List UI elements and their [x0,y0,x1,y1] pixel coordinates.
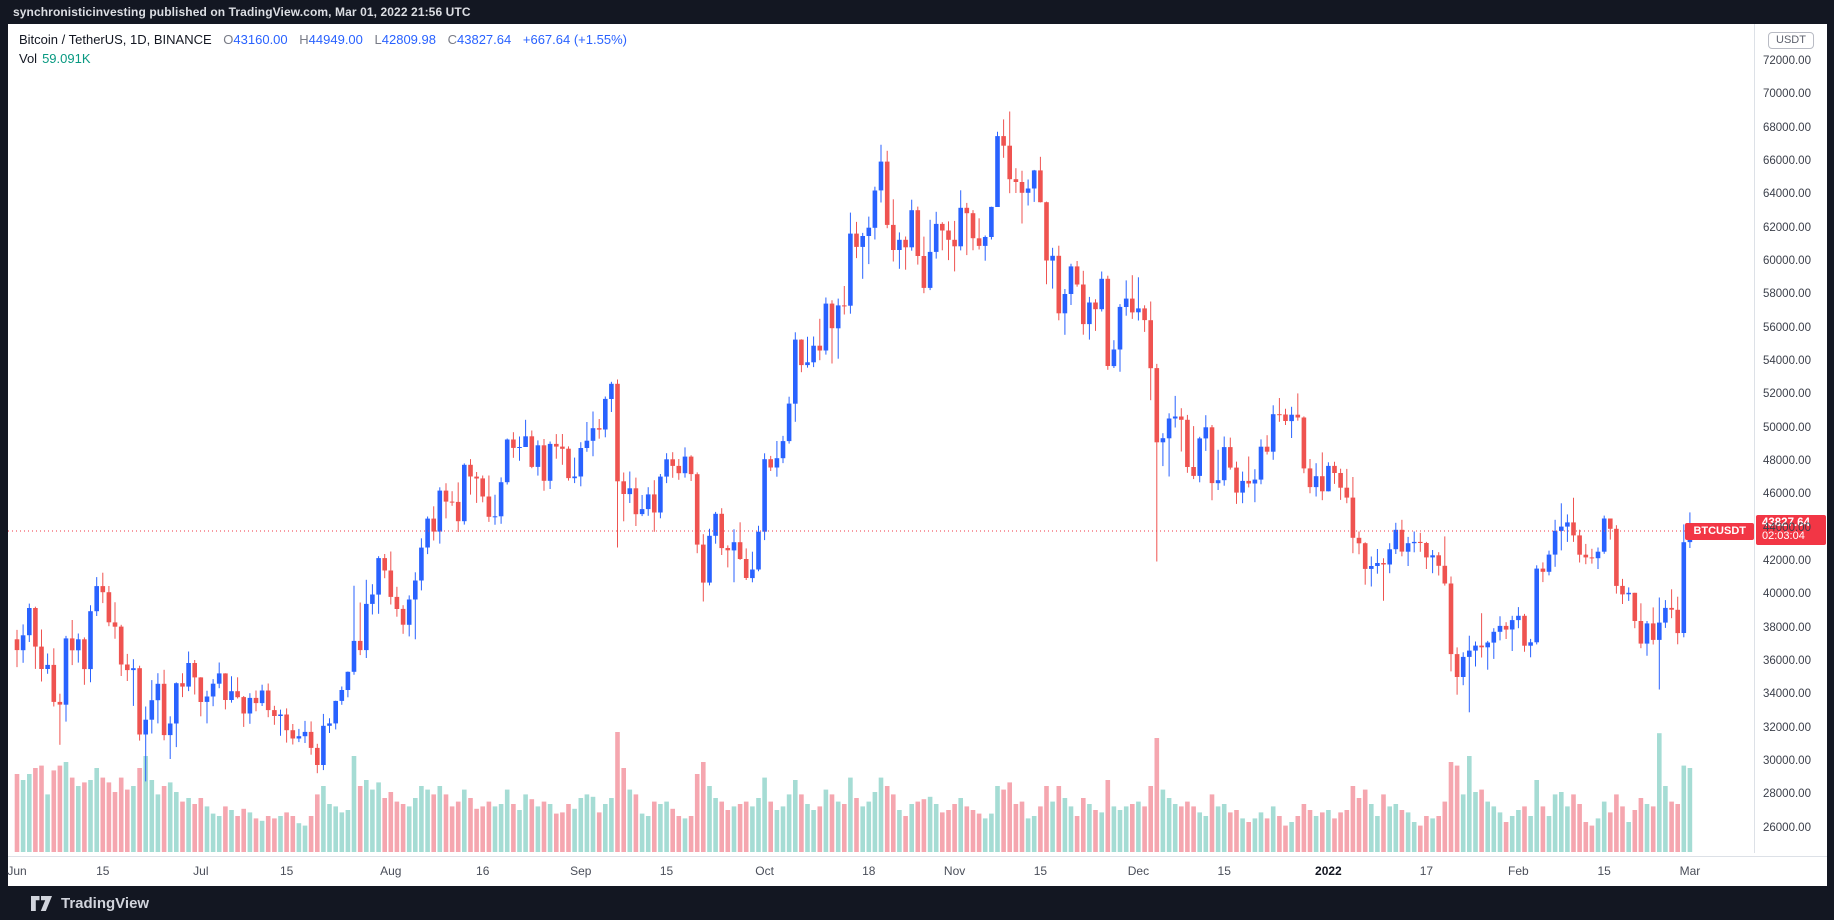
time-tick: 15 [1217,864,1231,878]
change-value: +667.64 (+1.55%) [522,32,627,47]
tradingview-logo-icon [31,895,52,911]
time-tick: 15 [96,864,110,878]
price-tick: 36000.00 [1763,655,1811,667]
price-tick: 60000.00 [1763,255,1811,267]
time-tick: 18 [862,864,876,878]
time-tick: Mar [1679,864,1701,878]
price-tick: 42000.00 [1763,555,1811,567]
price-tick: 56000.00 [1763,321,1811,334]
price-tick: 46000.00 [1763,488,1811,501]
time-axis[interactable]: Jun 15 Jul 15 Aug 16 Sep 15 Oct 18 Nov 15 Dec 15 2022 1… [7,856,1827,886]
chart-plot-area[interactable]: BTCUSDT [8,24,1755,854]
candles-layer [14,111,1693,782]
high-value: 44949.00 [308,32,363,47]
open-label: O [223,32,234,47]
price-tick: 70000.00 [1763,88,1811,101]
high-label: H [299,32,309,47]
volume-legend: Vol 59.091K [19,51,91,66]
volume-layer [14,732,1693,852]
currency-toggle-badge[interactable]: USDT [1768,32,1814,49]
time-tick: Sep [570,864,592,878]
bar-countdown: 02:03:04 [1762,530,1805,543]
price-tick: 66000.00 [1763,155,1811,167]
price-tick: 38000.00 [1763,621,1811,634]
chart-legend: Bitcoin / TetherUS, 1D, BINANCE O43160.0… [19,32,627,47]
open-value: 43160.00 [233,32,288,47]
tradingview-brand-name: TradingView [61,894,150,912]
price-tick: 52000.00 [1763,388,1811,401]
price-tick: 32000.00 [1763,721,1811,734]
price-tick: 72000.00 [1763,55,1811,67]
price-tick: 50000.00 [1763,421,1811,434]
price-tick: 64000.00 [1763,188,1811,201]
time-tick: 17 [1419,864,1434,878]
time-tick: 15 [1033,864,1048,878]
price-axis[interactable]: USDT 43827.64 02:03:04 72000.00 70000.00 6… [1754,24,1827,853]
tradingview-brand-link[interactable]: TradingView [0,895,149,912]
price-tick: 28000.00 [1763,788,1811,801]
time-tick: 16 [476,864,490,878]
low-label: L [374,32,382,47]
price-tick: 68000.00 [1763,121,1811,134]
symbol-price-line-tag: BTCUSDT [1685,522,1754,540]
time-tick: Oct [755,864,774,878]
time-tick: 15 [659,864,674,878]
price-tick: 48000.00 [1763,455,1811,467]
last-price-axis-label: 43827.64 02:03:04 [1756,515,1826,546]
price-tick: 26000.00 [1763,821,1811,834]
time-tick: Nov [943,864,966,878]
price-tick: 40000.00 [1763,588,1811,601]
time-tick: Aug [380,864,402,878]
time-tick: Jun [7,864,27,878]
time-tick: Dec [1127,864,1150,878]
close-value: 43827.64 [457,32,512,47]
price-tick: 30000.00 [1763,755,1811,767]
price-tick: 62000.00 [1763,221,1811,234]
symbol-title[interactable]: Bitcoin / TetherUS, 1D, BINANCE [19,32,212,47]
vol-value: 59.091K [42,51,91,66]
time-tick: Feb [1508,864,1529,878]
candlestick-chart[interactable] [8,24,1755,854]
chart-panel: BTCUSDT Bitcoin / TetherUS, 1D, BINANCE … [7,24,1827,886]
publish-info-text: synchronisticinvesting published on Trad… [13,5,471,19]
footer-bar: TradingView [0,886,1834,920]
price-tick: 54000.00 [1763,355,1811,367]
vol-label: Vol [19,51,38,66]
publish-info-bar: synchronisticinvesting published on Trad… [0,0,1834,24]
time-tick: 15 [279,864,294,878]
last-price-value: 43827.64 [1762,517,1810,530]
low-value: 42809.98 [381,32,436,47]
price-tick: 44000.00 [1763,521,1811,534]
time-tick: 2022 [1315,864,1342,878]
time-tick: 15 [1597,864,1611,878]
price-tick: 58000.00 [1763,288,1811,301]
price-tick: 34000.00 [1763,688,1811,701]
time-tick: Jul [193,864,209,878]
close-label: C [447,32,458,47]
